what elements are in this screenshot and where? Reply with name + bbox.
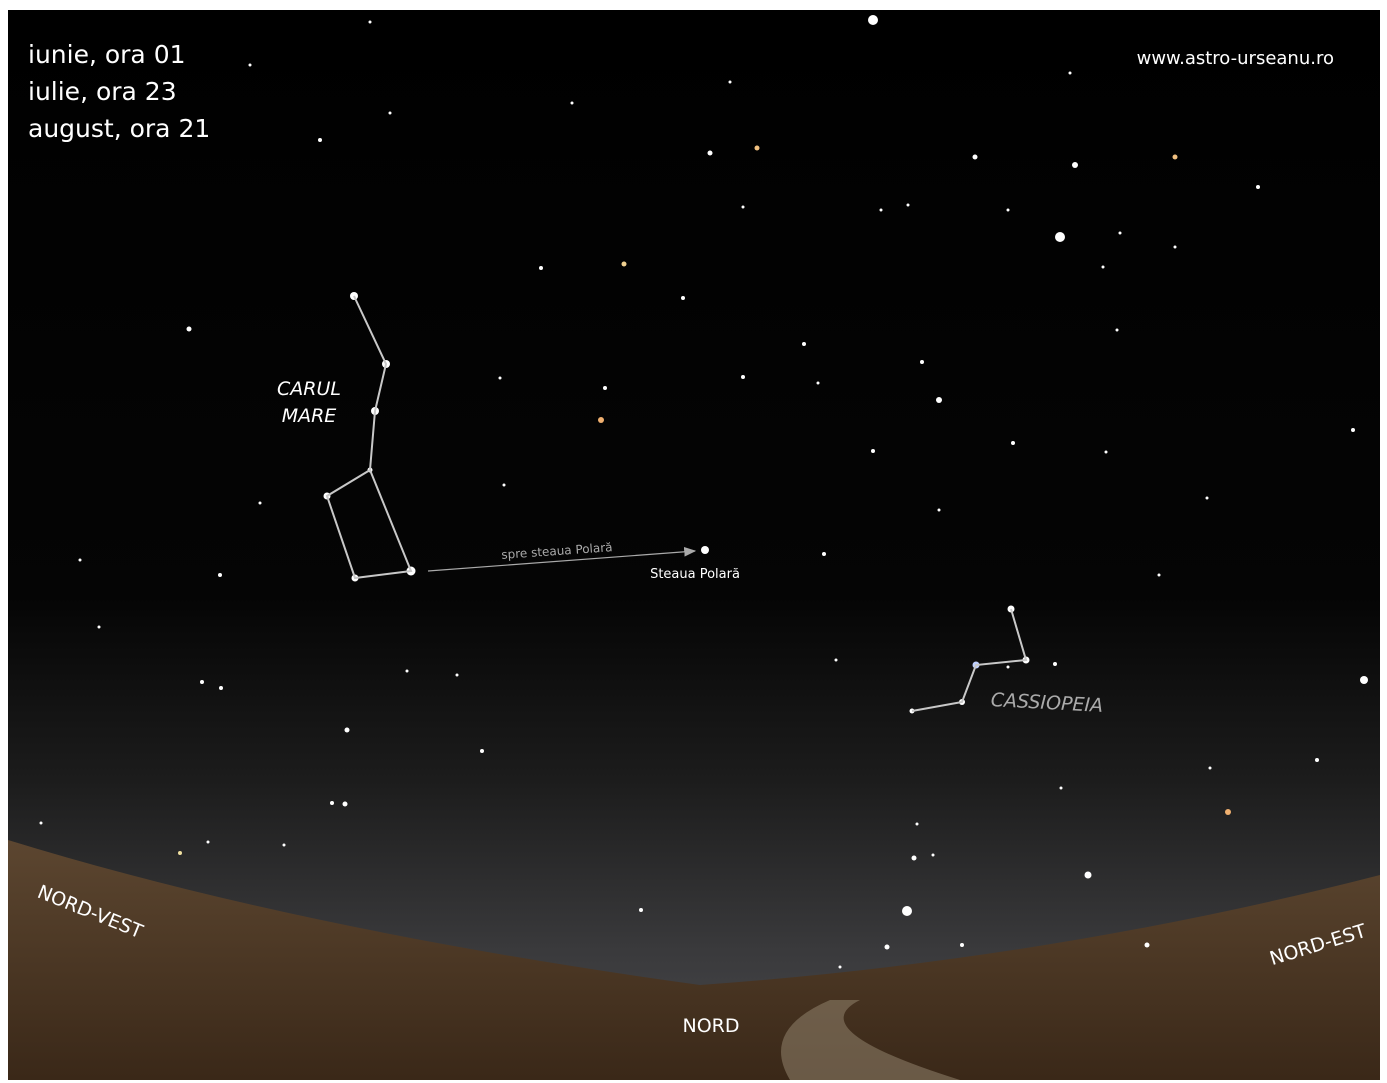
star	[1069, 72, 1072, 75]
star	[742, 206, 745, 209]
star	[259, 502, 262, 505]
star	[1072, 162, 1078, 168]
star	[1315, 758, 1319, 762]
star	[318, 138, 322, 142]
star	[938, 509, 941, 512]
star	[681, 296, 685, 300]
date-line: august, ora 21	[28, 114, 210, 143]
star	[822, 552, 826, 556]
star	[936, 397, 942, 403]
star	[755, 146, 760, 151]
star	[539, 266, 543, 270]
star	[1011, 441, 1015, 445]
star	[343, 802, 348, 807]
star	[912, 856, 917, 861]
star	[345, 728, 350, 733]
star	[1053, 662, 1057, 666]
sky-chart: iunie, ora 01 iulie, ora 23 august, ora …	[0, 0, 1387, 1083]
direction-label: NORD	[683, 1015, 740, 1037]
constellation-label: CARUL	[277, 378, 341, 400]
star	[802, 342, 806, 346]
star	[389, 112, 392, 115]
star	[79, 559, 82, 562]
star	[207, 841, 210, 844]
star	[1158, 574, 1161, 577]
star	[178, 851, 182, 855]
star	[1360, 676, 1368, 684]
website: www.astro-urseanu.ro	[1137, 48, 1334, 69]
star	[907, 204, 910, 207]
star	[708, 151, 713, 156]
star	[1206, 497, 1209, 500]
star	[40, 822, 43, 825]
constellation-label: MARE	[282, 405, 337, 427]
star	[932, 854, 935, 857]
date-line: iunie, ora 01	[28, 40, 186, 69]
star	[330, 801, 334, 805]
star	[916, 823, 919, 826]
star	[200, 680, 204, 684]
star	[1209, 767, 1212, 770]
star	[817, 382, 820, 385]
star	[1102, 266, 1105, 269]
star	[1256, 185, 1260, 189]
star	[741, 375, 745, 379]
star	[1007, 666, 1010, 669]
star	[839, 966, 842, 969]
star	[187, 327, 192, 332]
star	[871, 449, 875, 453]
date-line: iulie, ora 23	[28, 77, 177, 106]
star	[835, 659, 838, 662]
star	[369, 21, 372, 24]
star	[868, 15, 878, 25]
star	[1105, 451, 1108, 454]
star	[1351, 428, 1355, 432]
star	[218, 573, 222, 577]
star	[1174, 246, 1177, 249]
star	[480, 749, 484, 753]
star	[499, 377, 502, 380]
star	[1055, 232, 1065, 242]
star	[880, 209, 883, 212]
star	[406, 670, 409, 673]
star	[1225, 809, 1231, 815]
star	[960, 943, 964, 947]
star	[571, 102, 574, 105]
star	[729, 81, 732, 84]
star	[283, 844, 286, 847]
star	[622, 262, 627, 267]
star	[920, 360, 924, 364]
star	[1173, 155, 1178, 160]
star	[1116, 329, 1119, 332]
star	[1085, 872, 1092, 879]
star	[456, 674, 459, 677]
star	[98, 626, 101, 629]
star	[249, 64, 252, 67]
star	[219, 686, 223, 690]
star	[598, 417, 604, 423]
star	[603, 386, 607, 390]
star	[639, 908, 643, 912]
star	[701, 546, 709, 554]
star	[1119, 232, 1122, 235]
star	[1145, 943, 1150, 948]
star	[902, 906, 912, 916]
star	[1060, 787, 1063, 790]
star	[503, 484, 506, 487]
star-label: Steaua Polară	[650, 567, 740, 582]
star	[1007, 209, 1010, 212]
star	[973, 155, 978, 160]
star	[885, 945, 890, 950]
